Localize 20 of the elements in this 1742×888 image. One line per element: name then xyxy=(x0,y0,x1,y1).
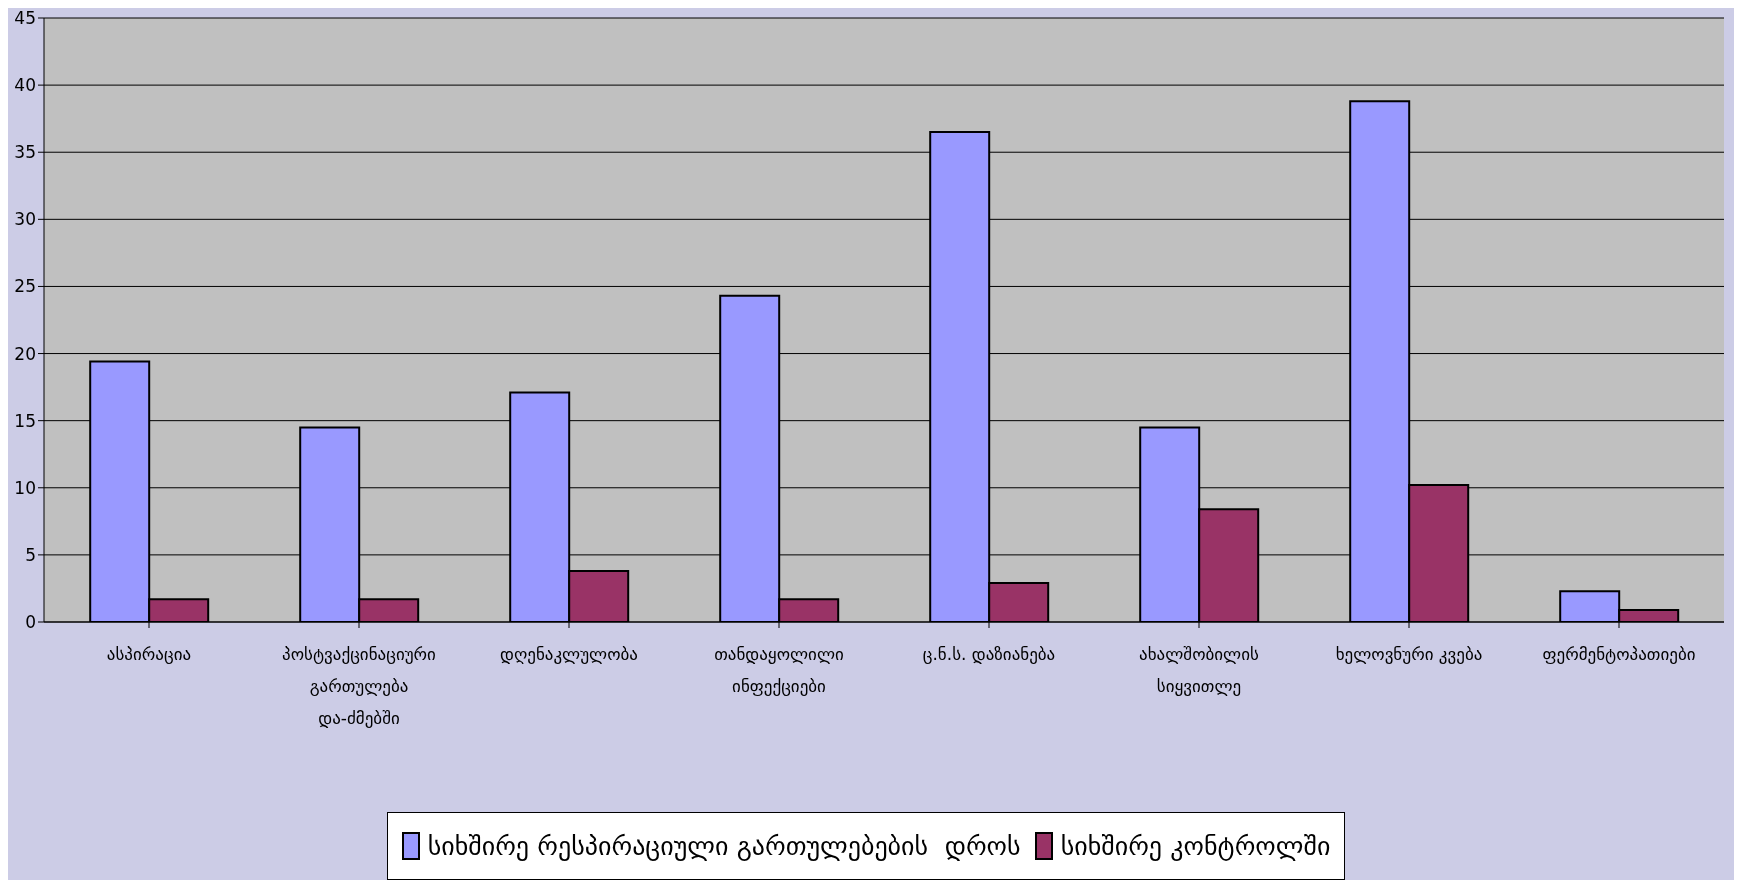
legend-label: სიხშირე რესპირაციული გართულებების დროს xyxy=(427,831,1021,861)
y-tick-label: 45 xyxy=(14,8,36,29)
y-tick-label: 5 xyxy=(25,544,36,565)
y-tick-label: 25 xyxy=(14,276,36,297)
legend-label: სიხშირე კონტროლში xyxy=(1060,831,1331,861)
x-tick-label: დღენაკლულობა xyxy=(500,644,638,664)
x-tick-label: პოსტვაქცინაციური გართულება და-ძმებში xyxy=(282,644,436,728)
x-tick-label: თანდაყოლილი ინფექციები xyxy=(714,644,844,696)
x-tick-label: ხელოვნური კვება xyxy=(1335,644,1483,664)
x-tick-label: ც.ნ.ს. დაზიანება xyxy=(922,644,1056,664)
y-tick-label: 20 xyxy=(14,343,36,364)
y-tick-label: 15 xyxy=(14,410,36,431)
x-tick-label: ასპირაცია xyxy=(106,644,192,664)
y-tick-label: 35 xyxy=(14,142,36,163)
y-tick-label: 0 xyxy=(25,612,36,633)
y-tick-label: 10 xyxy=(14,477,36,498)
x-tick-label: ფერმენტოპათიები xyxy=(1542,644,1696,664)
y-tick-label: 30 xyxy=(14,209,36,230)
y-tick-label: 40 xyxy=(14,75,36,96)
x-tick-label: ახალშობილის სიყვითლე xyxy=(1139,644,1260,696)
